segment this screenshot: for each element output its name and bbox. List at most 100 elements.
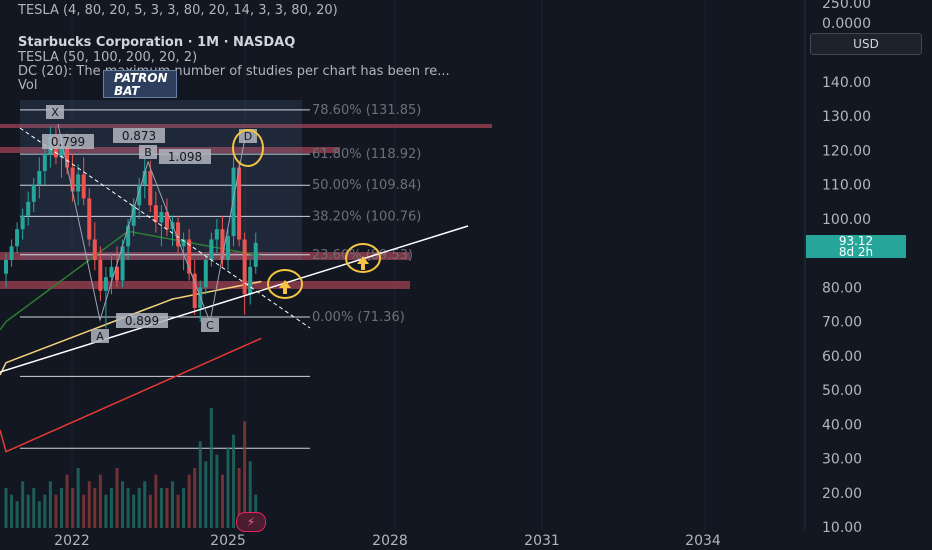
ma-50-line	[0, 230, 262, 331]
volume-bar	[32, 488, 36, 528]
volume-bar	[237, 468, 241, 528]
volume-bar	[154, 474, 158, 528]
volume-bar	[243, 421, 247, 528]
ratio-label: 0.799	[51, 135, 85, 149]
volume-bar	[198, 441, 202, 528]
candle-body	[131, 205, 136, 226]
price-tick-label: 100.00	[822, 212, 871, 228]
fib-label: 38.20% (100.76)	[312, 209, 421, 224]
volume-bar	[215, 454, 219, 528]
price-tick-label: 0.0000	[822, 16, 871, 32]
candle-body	[26, 201, 31, 216]
fib-label: 78.60% (131.85)	[312, 103, 421, 118]
patron-label-line2: BAT	[114, 84, 140, 98]
candle-body	[137, 184, 142, 206]
pattern-point-box	[91, 329, 109, 343]
candle-body	[242, 239, 247, 295]
candle-body	[181, 239, 186, 247]
pattern-point-box	[201, 318, 219, 332]
ma-200-line	[0, 337, 262, 453]
volume-bar	[159, 488, 163, 528]
fib-label: 0.00% (71.36)	[312, 310, 405, 325]
volume-bar	[226, 448, 230, 528]
price-tick-label: 50.00	[822, 383, 862, 399]
candle-body	[9, 246, 14, 260]
pattern-point-label: A	[96, 330, 104, 343]
up-arrow-icon	[279, 280, 291, 294]
price-tick-label: 40.00	[822, 417, 862, 433]
candle-body	[81, 174, 86, 199]
volume-bar	[87, 481, 91, 528]
patron-label-line1: PATRON	[114, 71, 168, 85]
trendline	[0, 225, 469, 373]
volume-bar	[232, 434, 236, 528]
candle-body	[237, 167, 242, 240]
candle-body	[65, 147, 70, 168]
lightning-icon[interactable]: ⚡	[236, 512, 266, 532]
candle-body	[87, 198, 92, 240]
volume-bar	[209, 408, 213, 528]
zone-top	[0, 124, 492, 128]
time-tick-label: 2031	[524, 533, 560, 549]
volume-bar	[93, 488, 97, 528]
ratio-label-box	[159, 149, 211, 164]
pattern-point-box	[139, 145, 157, 159]
highlight-circle	[232, 129, 264, 167]
candle-body	[220, 229, 225, 260]
legend-dc-warning[interactable]: DC (20): The maximum number of studies p…	[18, 64, 450, 79]
volume-bar	[76, 468, 80, 528]
candle-body	[76, 174, 81, 192]
candle-body	[214, 229, 219, 240]
candle-body	[192, 273, 197, 308]
candle-body	[59, 147, 64, 158]
price-tick-label: 60.00	[822, 349, 862, 365]
candle-body	[4, 260, 8, 274]
volume-bar	[98, 474, 102, 528]
ratio-label-box	[113, 128, 165, 143]
volume-bar	[48, 481, 52, 528]
price-tick-label: 70.00	[822, 315, 862, 331]
price-tick-label: 130.00	[822, 109, 871, 125]
volume-bar	[171, 481, 174, 528]
bar-countdown: 8d 2h	[838, 245, 874, 259]
volume-bar	[126, 488, 130, 528]
price-tick-label: 10.00	[822, 520, 862, 536]
time-tick-label: 2025	[210, 533, 246, 549]
pattern-point-label: D	[244, 130, 252, 143]
highlight-circle	[267, 269, 303, 299]
ratio-label-box	[116, 313, 168, 328]
pattern-point-label: X	[51, 106, 59, 119]
price-tick-label: 140.00	[822, 75, 871, 91]
legend-indicator-line[interactable]: TESLA (4, 80, 20, 5, 3, 3, 80, 20, 14, 3…	[18, 3, 338, 18]
pattern-diagonal	[19, 127, 311, 329]
candle-body	[42, 153, 47, 171]
candle-body	[109, 266, 114, 278]
price-tick-label: 80.00	[822, 280, 862, 296]
candle-body	[253, 242, 258, 267]
volume-bar	[165, 488, 169, 528]
price-tick-label: 30.00	[822, 452, 862, 468]
legend-vol[interactable]: Vol	[18, 78, 38, 93]
symbol-title[interactable]: Starbucks Corporation · 1M · NASDAQ	[18, 35, 296, 50]
time-tick-label: 2028	[372, 533, 408, 549]
volume-bar	[220, 474, 224, 528]
volume-bar	[193, 468, 197, 528]
legend-tesla-ma[interactable]: TESLA (50, 100, 200, 20, 2)	[18, 50, 198, 65]
volume-bar	[21, 481, 25, 528]
currency-button[interactable]: USD	[810, 33, 922, 55]
ratio-label: 0.873	[122, 129, 156, 143]
candle-body	[120, 246, 125, 281]
candle-body	[142, 171, 147, 185]
volume-bar	[15, 501, 19, 528]
fib-label: 61.80% (118.92)	[312, 147, 421, 162]
price-tick-label: 110.00	[822, 178, 871, 194]
fib-label: 50.00% (109.84)	[312, 178, 421, 193]
candle-body	[20, 215, 25, 230]
pattern-point-label: C	[206, 319, 214, 332]
volume-bar	[143, 481, 147, 528]
time-axis-bg	[0, 530, 932, 550]
volume-bar	[182, 488, 186, 528]
candle-body	[159, 212, 164, 223]
volume-bar	[43, 494, 47, 528]
